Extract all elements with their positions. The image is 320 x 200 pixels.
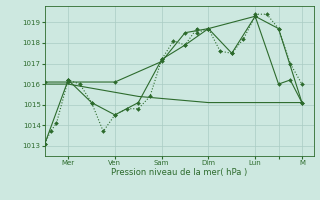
X-axis label: Pression niveau de la mer( hPa ): Pression niveau de la mer( hPa ) bbox=[111, 168, 247, 177]
